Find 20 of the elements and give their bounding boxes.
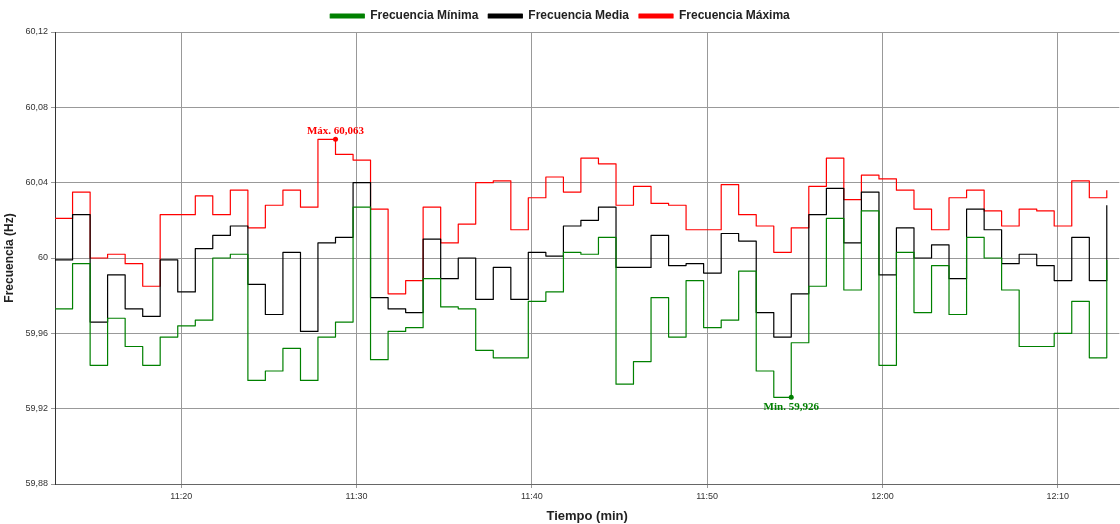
annotation: Min. 59,926 [763,399,820,412]
legend-label: Frecuencia Máxima [679,8,791,23]
x-tick-label: 11:30 [345,490,368,501]
y-tick-label: 60,04 [25,177,48,188]
y-tick-label: 59,88 [25,478,48,489]
y-tick-label: 59,92 [25,403,48,414]
x-tick-label: 12:10 [1046,490,1070,501]
x-tick-label: 12:00 [871,490,894,501]
x-tick-label: 11:20 [170,490,193,501]
y-axis-title: Frecuencia (Hz) [1,213,16,303]
y-tick-label: 60,12 [25,26,48,37]
x-axis-title: Tiempo (min) [546,507,628,523]
x-tick-label: 11:50 [696,490,719,501]
y-tick-label: 60,08 [25,101,48,112]
y-tick-label: 59,96 [25,327,48,338]
legend-label: Frecuencia Mínima [370,8,479,23]
y-tick-label: 60 [37,252,48,263]
legend-label: Frecuencia Media [528,8,630,23]
annotation: Máx. 60,063 [306,123,365,136]
x-tick-label: 11:40 [520,490,543,501]
